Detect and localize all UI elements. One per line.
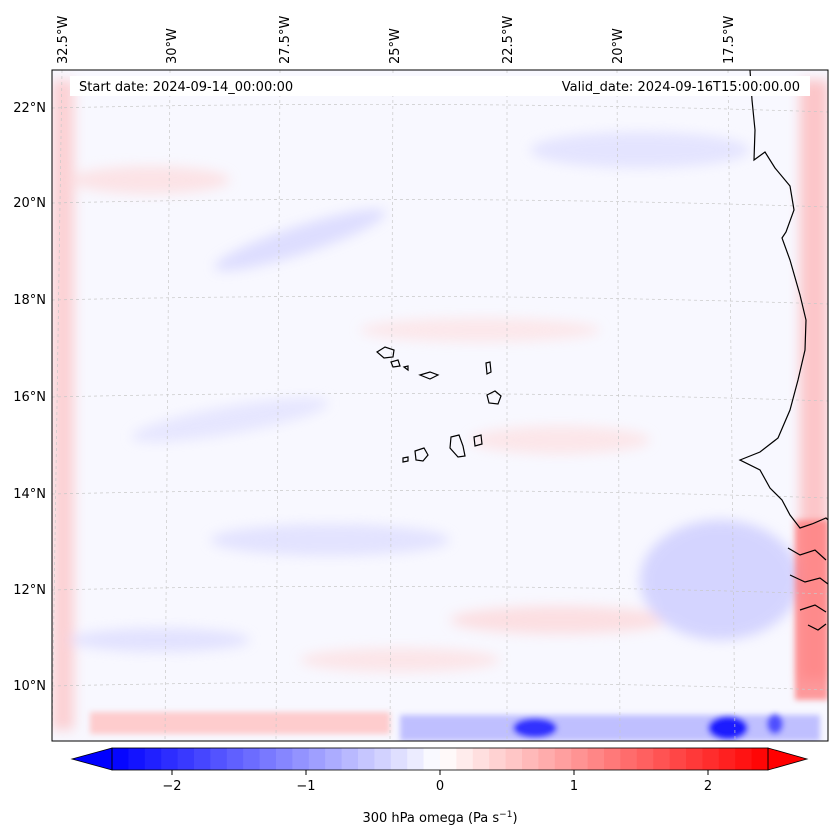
colorbar-cell xyxy=(210,748,228,770)
colorbar-cell xyxy=(456,748,474,770)
lat-label: 18°N xyxy=(13,293,46,308)
colorbar-label: 300 hPa omega (Pa s−1) xyxy=(362,810,517,826)
colorbar-cell xyxy=(735,748,753,770)
colorbar-cell xyxy=(686,748,703,770)
lat-label: 20°N xyxy=(13,196,46,211)
lon-label: 25°W xyxy=(388,28,403,64)
colorbar-cell xyxy=(669,748,687,770)
colorbar-cell xyxy=(653,748,671,770)
colorbar-tick-label: −2 xyxy=(162,779,181,794)
colorbar-cell xyxy=(128,748,146,770)
colorbar-cell xyxy=(292,748,310,770)
colorbar-cell xyxy=(341,748,359,770)
colorbar-cell xyxy=(571,748,589,770)
colorbar-cells xyxy=(112,748,769,770)
omega-field-bottom xyxy=(90,520,828,741)
colorbar-cell xyxy=(390,748,408,770)
colorbar-cell xyxy=(144,748,162,770)
colorbar-cell xyxy=(325,748,343,770)
colorbar-cell xyxy=(702,748,720,770)
africa-coastline xyxy=(738,70,828,529)
colorbar-cell xyxy=(112,748,129,770)
colorbar-cell xyxy=(423,748,441,770)
date-label-bar xyxy=(70,76,810,96)
omega-field xyxy=(52,80,828,730)
colorbar-cell xyxy=(243,748,261,770)
colorbar-tick-label: 1 xyxy=(570,779,578,794)
boa-vista xyxy=(486,390,502,405)
sao-nicolau xyxy=(418,371,440,380)
colorbar-cell xyxy=(374,748,392,770)
lat-label: 12°N xyxy=(13,583,46,598)
colorbar-label-exponent: −1 xyxy=(499,810,512,820)
colorbar-cell xyxy=(489,748,507,770)
lat-label: 14°N xyxy=(13,487,46,502)
colorbar-cell xyxy=(522,748,539,770)
colorbar-cell xyxy=(161,748,179,770)
lon-label: 32.5°W xyxy=(56,16,71,64)
colorbar-label-close: ) xyxy=(512,811,517,826)
brava xyxy=(402,456,409,463)
colorbar-cell xyxy=(407,748,425,770)
lat-label: 22°N xyxy=(13,101,46,116)
colorbar-cell xyxy=(554,748,572,770)
colorbar-cell xyxy=(538,748,556,770)
lon-label: 17.5°W xyxy=(722,16,737,64)
coastlines xyxy=(738,70,828,631)
lon-label: 22.5°W xyxy=(501,16,516,64)
sao-vicente xyxy=(390,359,401,368)
lat-label: 10°N xyxy=(13,679,46,694)
colorbar-extend-min xyxy=(70,747,113,771)
lon-label: 30°W xyxy=(165,28,180,64)
santa-luzia xyxy=(402,365,409,372)
santiago xyxy=(449,434,466,458)
lat-label: 16°N xyxy=(13,390,46,405)
colorbar-tick-label: 0 xyxy=(436,779,444,794)
santo-antao xyxy=(375,346,395,359)
colorbar-cell xyxy=(604,748,621,770)
lon-label: 20°W xyxy=(611,28,626,64)
graticule xyxy=(52,70,828,741)
map-frame xyxy=(51,69,829,742)
colorbar-tick-label: −1 xyxy=(296,779,315,794)
colorbar-extend-max xyxy=(767,747,809,771)
colorbar-cell xyxy=(620,748,638,770)
lon-label: 27.5°W xyxy=(278,16,293,64)
valid-date-label: Valid_date: 2024-09-16T15:00:00.00 xyxy=(562,80,800,95)
colorbar-cell xyxy=(177,748,195,770)
colorbar-cell xyxy=(636,748,654,770)
colorbar: −2 −1 0 1 2 300 hPa omega (Pa s−1) xyxy=(70,747,809,826)
colorbar-ticks xyxy=(171,770,709,775)
colorbar-label-text: 300 hPa omega (Pa s xyxy=(362,811,499,826)
map-panel: Start date: 2024-09-14_00:00:00 Valid_da… xyxy=(52,70,828,741)
colorbar-cell xyxy=(259,748,277,770)
colorbar-cell xyxy=(194,748,211,770)
maio xyxy=(473,434,483,447)
colorbar-cell xyxy=(308,748,326,770)
longitude-labels: 32.5°W 30°W 27.5°W 25°W 22.5°W 20°W 17.5… xyxy=(56,16,737,64)
start-date-label: Start date: 2024-09-14_00:00:00 xyxy=(79,80,293,95)
colorbar-cell xyxy=(276,748,293,770)
colorbar-tick-label: 2 xyxy=(704,779,712,794)
colorbar-cell xyxy=(440,748,457,770)
colorbar-cell xyxy=(226,748,244,770)
colorbar-cell xyxy=(505,748,523,770)
latitude-labels: 22°N 20°N 18°N 16°N 14°N 12°N 10°N xyxy=(13,101,46,694)
sal xyxy=(485,361,492,375)
colorbar-cell xyxy=(587,748,605,770)
colorbar-cell xyxy=(751,748,769,770)
colorbar-cell xyxy=(358,748,375,770)
cape-verde-islands xyxy=(375,346,502,463)
colorbar-cell xyxy=(472,748,490,770)
colorbar-cell xyxy=(718,748,736,770)
fogo xyxy=(414,447,429,462)
